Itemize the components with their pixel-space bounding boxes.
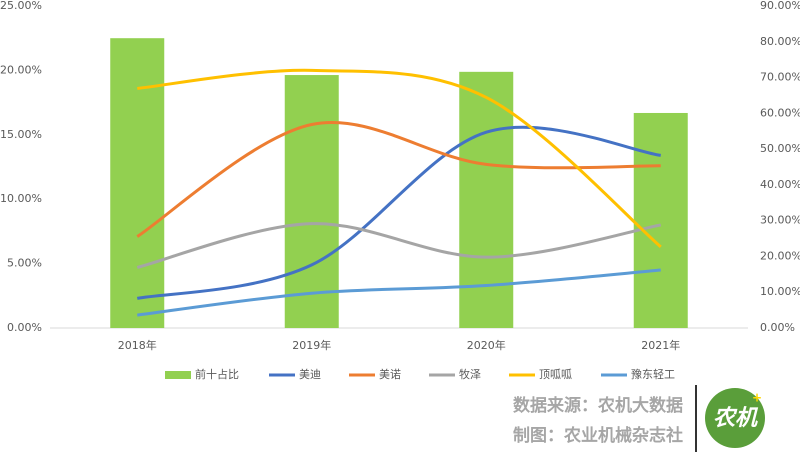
bar <box>633 112 688 328</box>
y2-tick-label: 0.00% <box>760 321 795 334</box>
line <box>136 125 661 300</box>
legend-label: 前十占比 <box>195 367 239 381</box>
source-note: 数据来源：农机大数据 <box>513 395 683 416</box>
legend-label: 美迪 <box>299 368 321 381</box>
y-tick-label: 5.00% <box>7 257 42 270</box>
y2-tick-label: 50.00% <box>760 142 800 155</box>
legend-swatch <box>165 371 191 379</box>
legend-label: 顶呱呱 <box>539 368 572 381</box>
y2-tick-label: 40.00% <box>760 178 800 191</box>
x-tick-label: 2021年 <box>641 338 680 352</box>
legend-label: 豫东轻工 <box>631 367 675 381</box>
y2-tick-label: 20.00% <box>760 249 800 262</box>
bar <box>110 38 165 328</box>
y2-tick-label: 10.00% <box>760 285 800 298</box>
line <box>136 222 662 269</box>
logo-badge <box>705 388 765 448</box>
line <box>137 68 662 248</box>
x-tick-label: 2018年 <box>118 338 157 352</box>
legend-label: 牧泽 <box>459 367 481 381</box>
y-tick-label: 10.00% <box>0 192 42 205</box>
x-tick-label: 2019年 <box>292 338 331 352</box>
logo-text: 农机 <box>713 406 759 431</box>
legend-label: 美诺 <box>379 368 401 381</box>
credit-note: 制图：农业机械杂志社 <box>513 425 683 446</box>
y2-tick-label: 80.00% <box>760 35 800 48</box>
line <box>137 268 661 317</box>
y-tick-label: 15.00% <box>0 128 42 141</box>
y2-tick-label: 90.00% <box>760 0 800 12</box>
y2-tick-label: 60.00% <box>760 106 800 119</box>
y2-tick-label: 30.00% <box>760 214 800 227</box>
logo-plus: + <box>752 391 762 405</box>
y-tick-label: 25.00% <box>0 0 42 12</box>
y-tick-label: 0.00% <box>7 321 42 334</box>
bar <box>284 75 339 328</box>
y-tick-label: 20.00% <box>0 63 42 76</box>
line <box>136 121 661 238</box>
x-tick-label: 2020年 <box>467 338 506 352</box>
y2-tick-label: 70.00% <box>760 71 800 84</box>
